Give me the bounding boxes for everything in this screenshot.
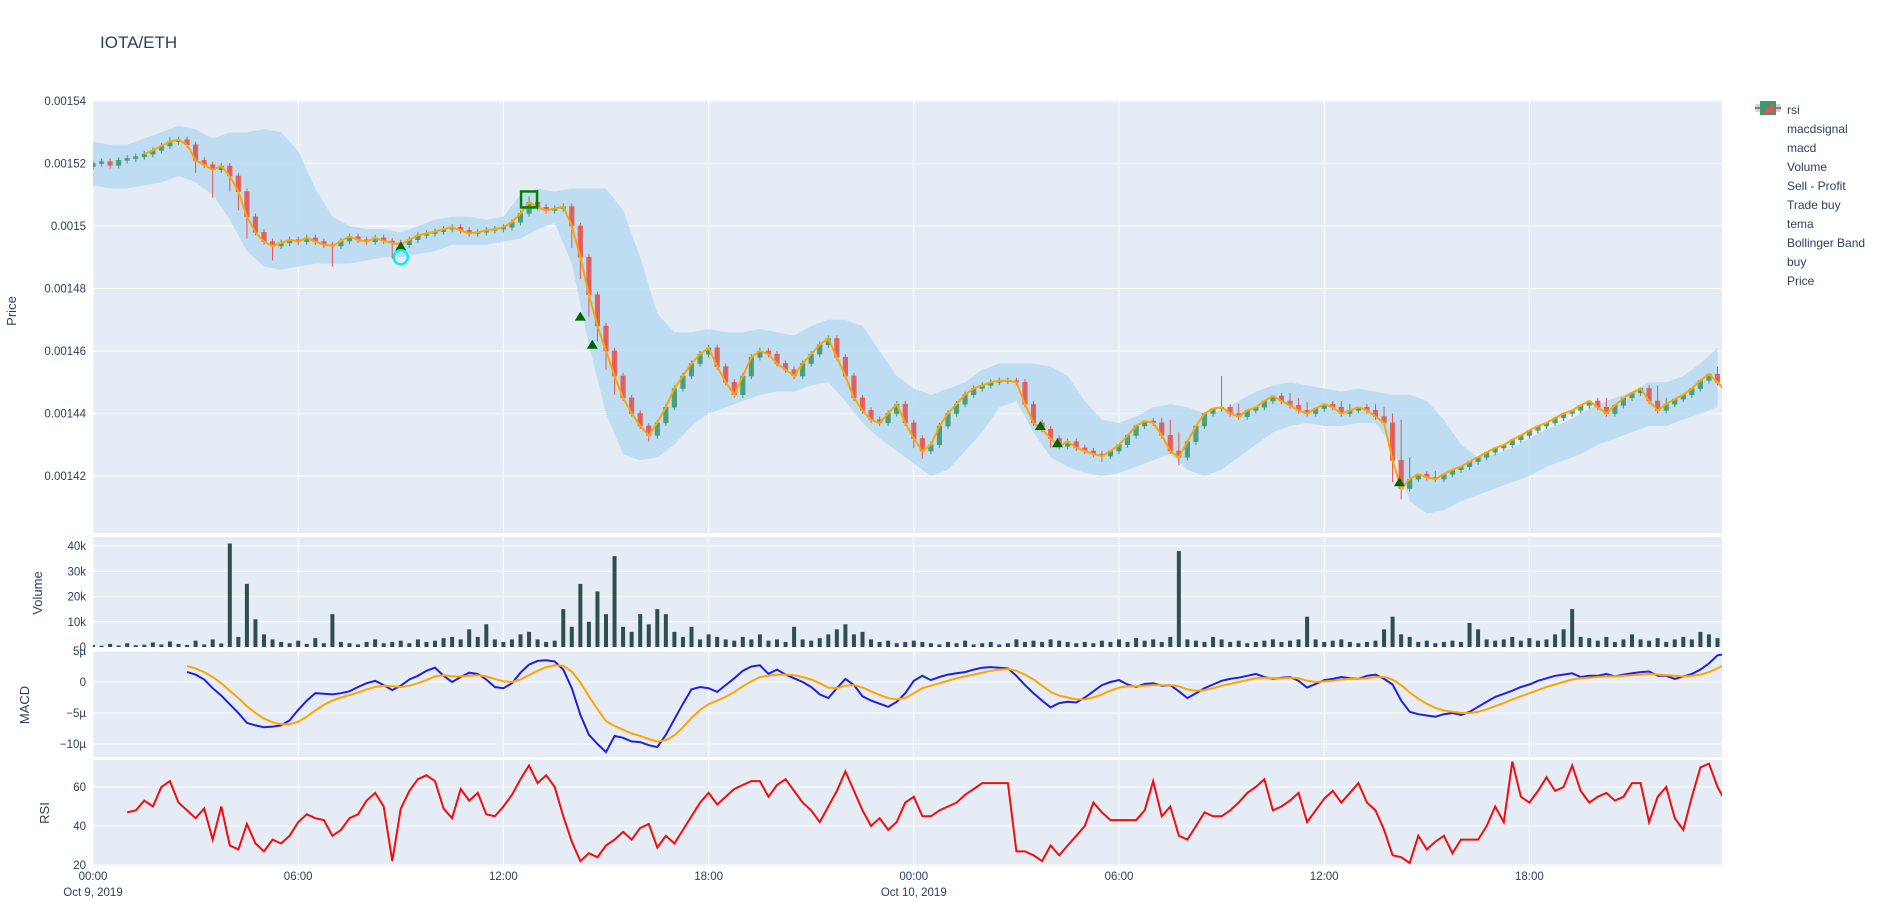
legend-item-buy[interactable]: buy	[1753, 103, 1865, 271]
buy-marker[interactable]	[395, 241, 407, 251]
page-title: IOTA/ETH	[100, 33, 178, 52]
x-tick-label: 06:00	[284, 871, 313, 883]
legend-label: tema	[1787, 216, 1814, 231]
buy-marker[interactable]	[1051, 438, 1063, 448]
legend: rsi macdsignal macd Volume Sell - Profit Trad…	[1753, 100, 1865, 290]
y-tick-label: 0.00152	[44, 159, 86, 171]
y-tick-label: 0.00148	[44, 284, 86, 296]
legend-item-volume[interactable]: Volume	[1753, 102, 1865, 176]
legend-label: Trade buy	[1787, 197, 1841, 212]
y-tick-label: 0.0015	[51, 221, 86, 233]
y-tick-label: −5µ	[66, 708, 86, 720]
y-tick-label: 40k	[67, 541, 86, 553]
y-tick-label: 20	[73, 860, 86, 872]
volume-panel-grid	[92, 537, 1722, 648]
legend-item-price[interactable]: Price	[1753, 101, 1865, 290]
macd-panel-bg[interactable]	[93, 651, 1722, 757]
buy-marker[interactable]	[1393, 477, 1405, 487]
y-tick-label: 20k	[67, 592, 86, 604]
legend-item-bollinger-band[interactable]: Bollinger Band	[1753, 104, 1866, 252]
legend-label: Volume	[1787, 159, 1828, 174]
legend-item-macdsignal[interactable]: macdsignal	[1753, 106, 1865, 138]
trade-markers	[392, 190, 1405, 487]
legend-label: Sell - Profit	[1787, 178, 1846, 193]
x-tick-label: 00:00	[79, 871, 108, 883]
legend-item-sell-profit[interactable]: Sell - Profit	[1753, 101, 1865, 195]
y-tick-label: 0	[80, 677, 86, 689]
legend-item-tema[interactable]: tema	[1753, 106, 1865, 233]
x-date-label: Oct 10, 2019	[881, 887, 947, 899]
buy-marker[interactable]	[1034, 421, 1046, 430]
trade-buy-marker[interactable]	[392, 249, 410, 266]
y-tick-label: −10µ	[60, 739, 87, 751]
y-tick-label: 10k	[67, 617, 86, 629]
y-tick-label: 40	[73, 821, 86, 833]
tema-line	[143, 138, 1722, 491]
legend-label: buy	[1787, 254, 1807, 269]
y-tick-label: 5µ	[73, 646, 86, 658]
legend-item-macd[interactable]: macd	[1753, 106, 1865, 157]
buy-marker[interactable]	[574, 311, 586, 321]
y-tick-label: 0.00142	[44, 471, 86, 483]
legend-label: Bollinger Band	[1787, 235, 1866, 250]
y-tick-label: 0.00154	[44, 96, 86, 108]
legend-label: Price	[1787, 273, 1815, 288]
buy-marker[interactable]	[586, 339, 598, 349]
y-tick-label: 30k	[67, 566, 86, 578]
rsi-panel-grid	[92, 760, 1722, 866]
x-tick-label: 18:00	[1515, 871, 1544, 883]
x-tick-label: 06:00	[1105, 871, 1134, 883]
sell-profit-marker[interactable]	[519, 190, 539, 209]
macdsignal-line	[186, 664, 1722, 743]
x-date-label: Oct 9, 2019	[63, 887, 122, 899]
bollinger-band	[93, 126, 1718, 514]
x-tick-label: 18:00	[694, 871, 723, 883]
y-tick-label: 0.00144	[44, 409, 86, 421]
y-tick-label: 0	[80, 642, 86, 654]
x-tick-label: 12:00	[1310, 871, 1339, 883]
y-tick-label: 60	[73, 782, 86, 794]
legend-item-trade-buy[interactable]: Trade buy	[1753, 101, 1865, 214]
legend-label: macd	[1787, 140, 1817, 155]
legend-label: rsi	[1787, 102, 1800, 117]
y-tick-label: 0.00146	[44, 346, 86, 358]
volume-bars	[93, 543, 1720, 647]
x-tick-label: 00:00	[899, 871, 928, 883]
rsi-line	[126, 761, 1722, 865]
x-tick-label: 12:00	[489, 871, 518, 883]
rsi-panel-bg[interactable]	[93, 760, 1722, 866]
volume-panel-bg[interactable]	[93, 537, 1722, 648]
legend-label: macdsignal	[1787, 121, 1848, 136]
